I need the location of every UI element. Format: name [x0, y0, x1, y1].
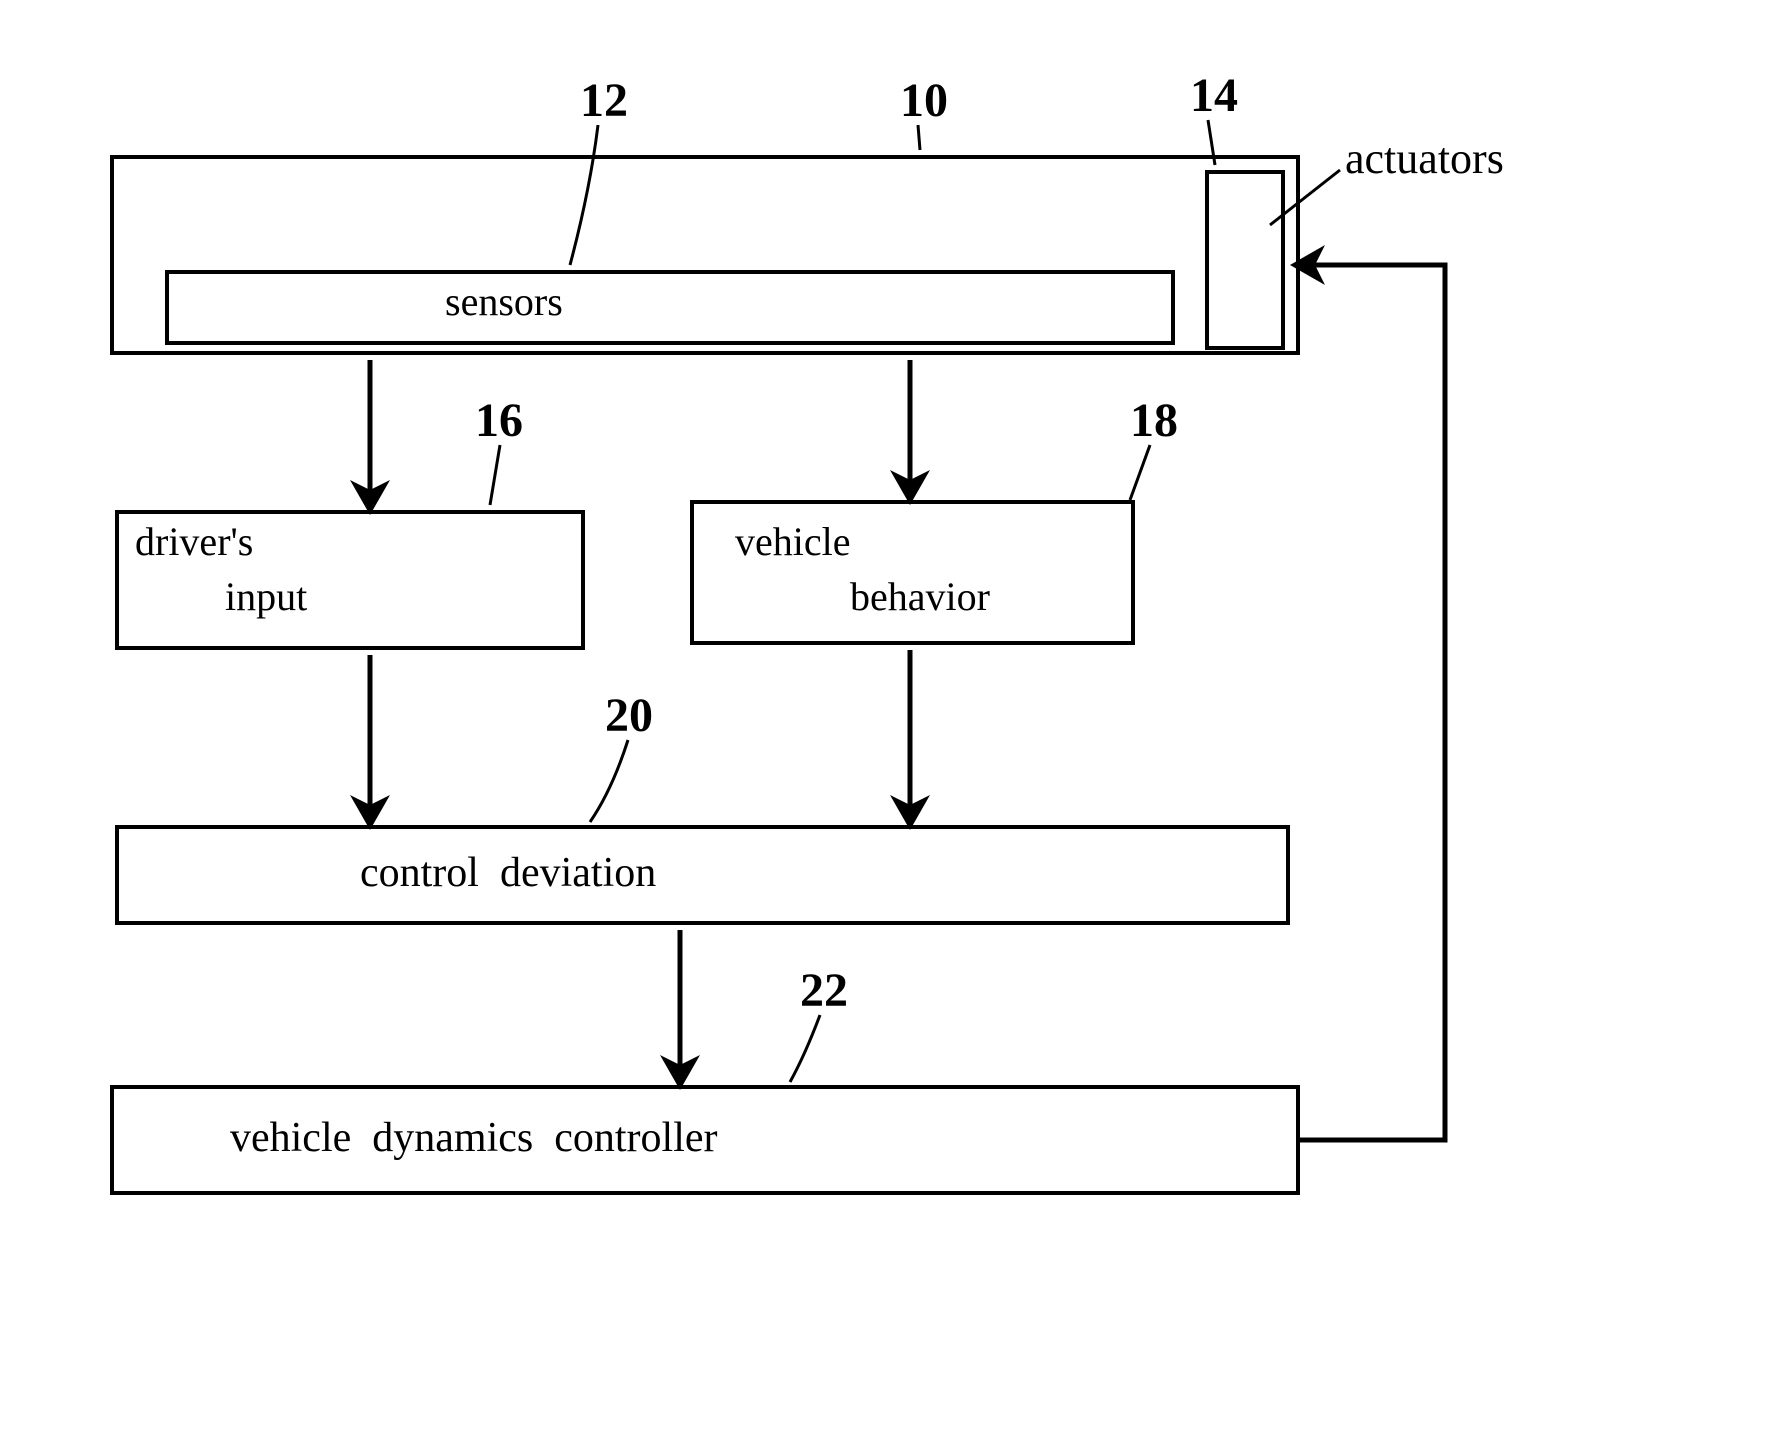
sensors-label: sensors: [445, 280, 563, 324]
ref-22: 22: [800, 965, 848, 1018]
ref-16: 16: [475, 395, 523, 448]
drivers-label-line2: input: [225, 575, 307, 619]
ref-18: 18: [1130, 395, 1178, 448]
actuators-box: [1205, 170, 1285, 350]
ref-12: 12: [580, 75, 628, 128]
actuators-label: actuators: [1345, 135, 1504, 183]
control-deviation-label: control deviation: [360, 850, 656, 896]
control-deviation-box: [115, 825, 1290, 925]
vehicle-label-line2: behavior: [850, 575, 990, 619]
ref-20: 20: [605, 690, 653, 743]
sensors-box: [165, 270, 1175, 345]
drivers-label-line1: driver's: [135, 520, 253, 564]
vehicle-dynamics-controller-label: vehicle dynamics controller: [230, 1115, 718, 1161]
ref-10: 10: [900, 75, 948, 128]
feedback-path: [1300, 265, 1445, 1140]
vehicle-label-line1: vehicle: [735, 520, 851, 564]
ref-14: 14: [1190, 70, 1238, 123]
